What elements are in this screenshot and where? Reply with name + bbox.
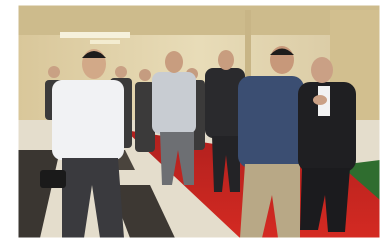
hand bbox=[313, 95, 327, 105]
head bbox=[165, 51, 183, 73]
ceiling-light bbox=[60, 32, 130, 38]
head bbox=[115, 66, 127, 78]
camera bbox=[40, 170, 66, 188]
jacket bbox=[238, 76, 304, 168]
shirt bbox=[152, 72, 196, 134]
page: (() => { const data = JSON.parse(documen… bbox=[0, 0, 382, 241]
head bbox=[218, 50, 234, 70]
head bbox=[48, 66, 60, 78]
ceiling bbox=[18, 5, 380, 35]
shirt bbox=[52, 80, 124, 160]
ceiling-light bbox=[90, 40, 120, 44]
head bbox=[311, 57, 333, 83]
photo bbox=[0, 0, 382, 241]
head bbox=[139, 69, 151, 81]
